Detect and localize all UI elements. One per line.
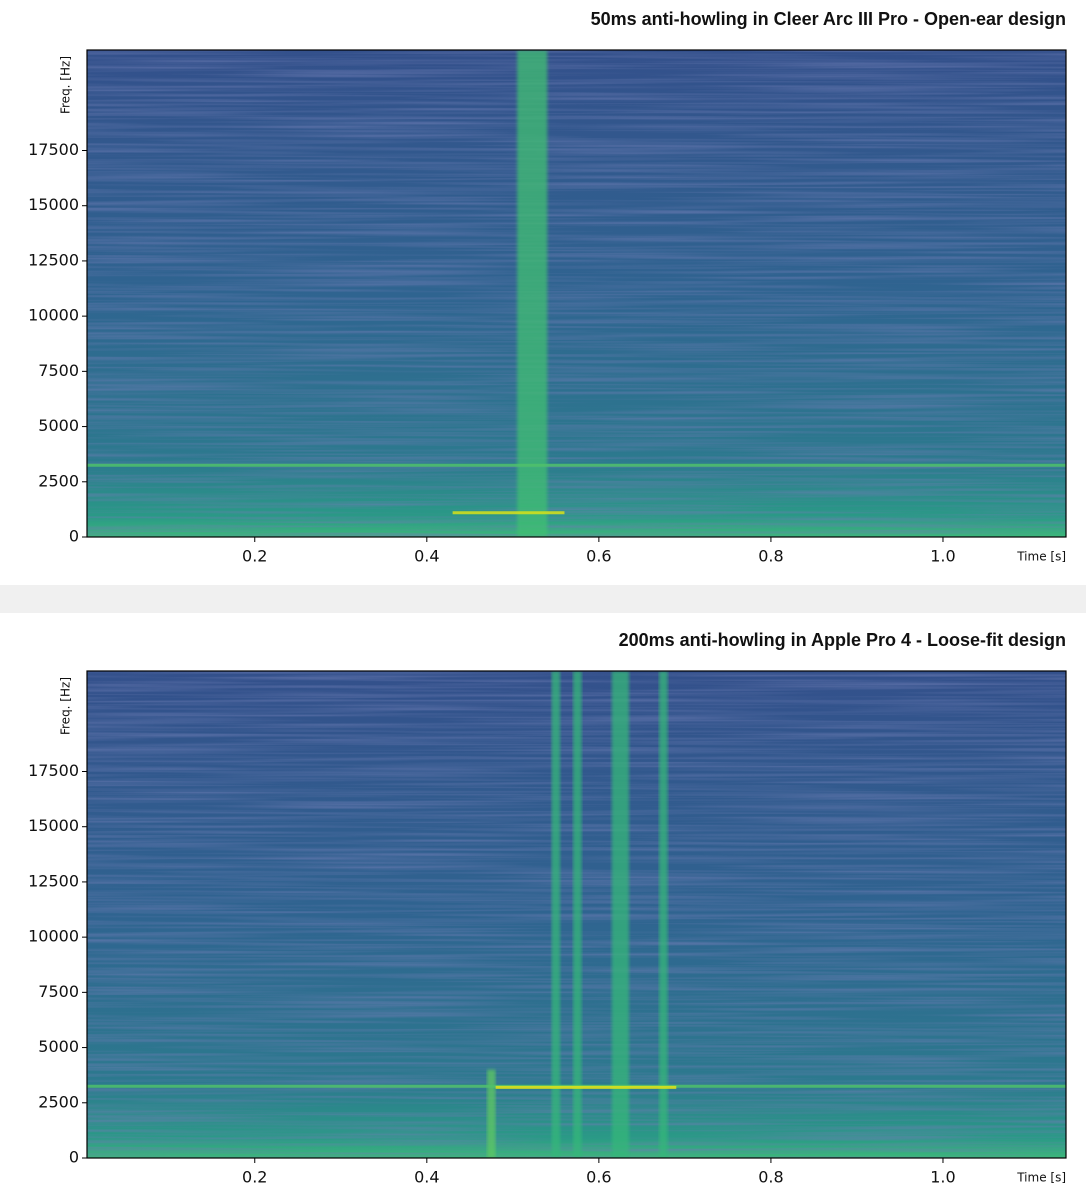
x-tick-label: 0.4 (414, 1168, 439, 1187)
plot-frame (86, 670, 1067, 1159)
chart-title: 50ms anti-howling in Cleer Arc III Pro -… (591, 9, 1066, 29)
y-tick-label: 2500 (38, 1092, 79, 1111)
x-tick-label: 1.0 (930, 1168, 955, 1187)
y-tick-label: 10000 (28, 306, 79, 325)
y-tick-label: 2500 (38, 471, 79, 490)
plot-area (87, 50, 1066, 537)
y-tick-label: 15000 (28, 816, 79, 835)
y-tick-label: 17500 (28, 761, 79, 780)
chart-title: 200ms anti-howling in Apple Pro 4 - Loos… (619, 630, 1066, 650)
x-tick-label: 0.8 (758, 547, 783, 566)
burst-band (551, 671, 561, 1158)
spectrogram-noise (87, 50, 1066, 537)
plot-area (87, 671, 1066, 1158)
x-axis-label: Time [s] (1016, 550, 1066, 564)
y-tick-label: 0 (69, 527, 79, 546)
y-axis-label: Freq. [Hz] (59, 56, 73, 114)
y-tick-label: 7500 (38, 982, 79, 1001)
x-tick-label: 0.6 (586, 1168, 611, 1187)
x-tick-label: 0.8 (758, 1168, 783, 1187)
chart: 200ms anti-howling in Apple Pro 4 - Loos… (28, 630, 1067, 1187)
y-tick-label: 7500 (38, 361, 79, 380)
chart: 50ms anti-howling in Cleer Arc III Pro -… (28, 9, 1067, 566)
y-tick-label: 0 (69, 1148, 79, 1167)
burst-band (573, 671, 582, 1158)
y-tick-label: 17500 (28, 140, 79, 159)
y-tick-label: 12500 (28, 250, 79, 269)
y-tick-label: 5000 (38, 1037, 79, 1056)
y-axis-label: Freq. [Hz] (59, 677, 73, 735)
burst-band (517, 50, 548, 537)
panel-separator (0, 585, 1086, 613)
y-tick-label: 12500 (28, 871, 79, 890)
y-tick-label: 5000 (38, 416, 79, 435)
x-tick-label: 0.6 (586, 547, 611, 566)
x-tick-label: 1.0 (930, 547, 955, 566)
x-axis-label: Time [s] (1016, 1171, 1066, 1185)
y-tick-label: 10000 (28, 927, 79, 946)
y-tick-label: 15000 (28, 195, 79, 214)
x-tick-label: 0.4 (414, 547, 439, 566)
x-tick-label: 0.2 (242, 547, 267, 566)
burst-band (487, 1069, 496, 1158)
plot-frame (86, 49, 1067, 538)
x-tick-label: 0.2 (242, 1168, 267, 1187)
burst-band (659, 671, 668, 1158)
burst-band (611, 671, 629, 1158)
